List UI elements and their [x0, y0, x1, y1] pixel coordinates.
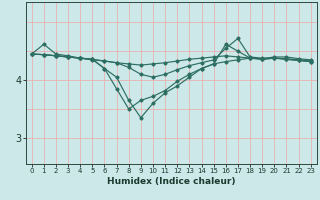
X-axis label: Humidex (Indice chaleur): Humidex (Indice chaleur) [107, 177, 236, 186]
